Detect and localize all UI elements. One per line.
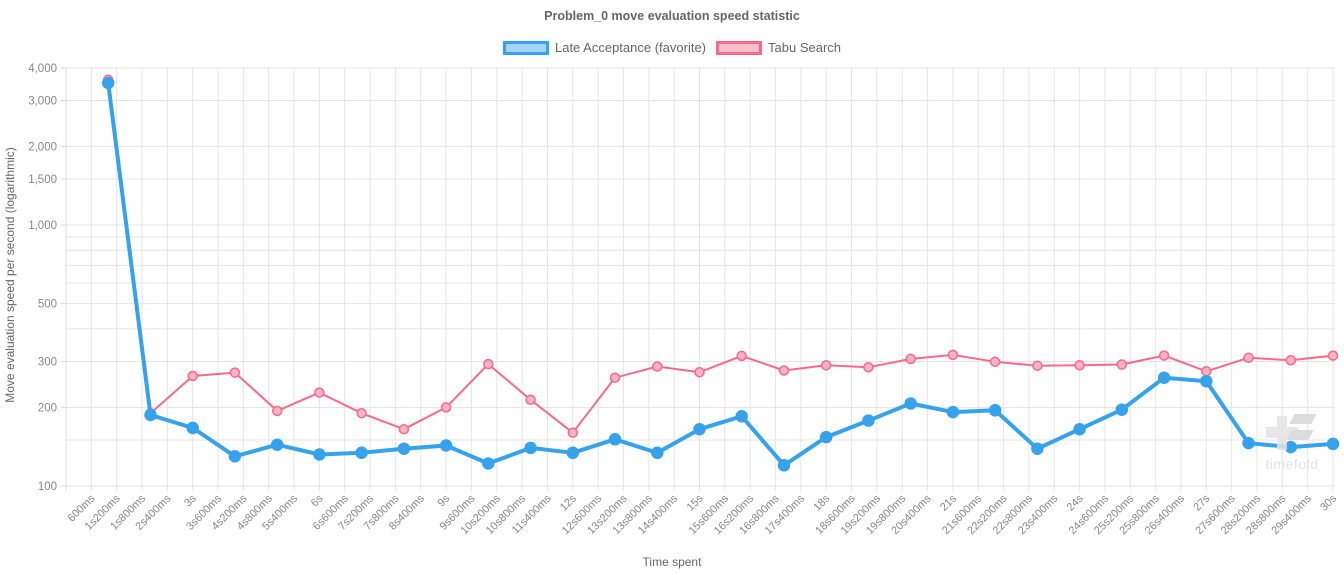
data-point-tabu-search[interactable] [187, 370, 198, 382]
x-tick-label: 9s [436, 492, 453, 509]
y-tick-label: 200 [38, 402, 57, 414]
y-tick-label: 1,000 [28, 220, 57, 232]
x-tick-label: 6s [309, 492, 326, 509]
data-point-tabu-search[interactable] [1074, 360, 1085, 371]
x-axis-title: Time spent [642, 555, 702, 569]
legend-swatch-tabu-search-icon [716, 40, 763, 55]
data-point-tabu-search[interactable] [1158, 350, 1170, 361]
y-tick-label: 500 [38, 299, 57, 311]
data-point-tabu-search[interactable] [609, 372, 621, 383]
data-point-tabu-search[interactable] [1116, 359, 1128, 370]
data-point-tabu-search[interactable] [483, 358, 494, 370]
data-point-late-acceptance-favorite[interactable] [777, 459, 791, 472]
x-tick-label: 21s [938, 492, 959, 513]
data-point-tabu-search[interactable] [271, 405, 283, 417]
data-point-tabu-search[interactable] [652, 361, 663, 372]
data-point-late-acceptance-favorite[interactable] [735, 410, 748, 423]
y-tick-label: 300 [38, 356, 57, 368]
data-point-tabu-search[interactable] [1285, 355, 1297, 366]
data-point-late-acceptance-favorite[interactable] [608, 433, 622, 446]
data-point-tabu-search[interactable] [863, 362, 874, 373]
data-point-tabu-search[interactable] [1032, 360, 1043, 371]
timefold-logo-icon [1266, 412, 1318, 454]
data-point-tabu-search[interactable] [440, 402, 452, 413]
data-point-late-acceptance-favorite[interactable] [988, 404, 1002, 417]
data-point-late-acceptance-favorite[interactable] [439, 439, 453, 452]
data-point-late-acceptance-favorite[interactable] [101, 76, 115, 90]
watermark-text: timefold [1265, 456, 1319, 472]
legend-label-tabu-search: Tabu Search [768, 40, 842, 55]
data-point-late-acceptance-favorite[interactable] [693, 422, 706, 436]
data-point-late-acceptance-favorite[interactable] [566, 446, 580, 460]
series-line-late-acceptance-favorite [106, 81, 1335, 468]
data-point-tabu-search[interactable] [905, 353, 916, 365]
data-point-tabu-search[interactable] [1201, 366, 1212, 377]
x-tick-label: 27s [1191, 492, 1212, 513]
data-point-tabu-search[interactable] [356, 407, 367, 419]
legend: Late Acceptance (favorite) Tabu Search [0, 40, 1344, 55]
data-point-late-acceptance-favorite[interactable] [1157, 371, 1171, 384]
data-point-late-acceptance-favorite[interactable] [482, 457, 495, 470]
data-point-tabu-search[interactable] [1327, 350, 1339, 361]
legend-swatch-late-acceptance-icon [502, 40, 549, 55]
data-point-tabu-search[interactable] [314, 387, 325, 398]
data-point-late-acceptance-favorite[interactable] [1242, 436, 1255, 450]
data-point-late-acceptance-favorite[interactable] [819, 430, 833, 444]
data-point-late-acceptance-favorite[interactable] [144, 408, 157, 422]
data-point-late-acceptance-favorite[interactable] [270, 438, 284, 451]
data-point-tabu-search[interactable] [989, 356, 1001, 368]
data-point-late-acceptance-favorite[interactable] [1200, 374, 1213, 388]
legend-item-tabu-search[interactable]: Tabu Search [716, 40, 841, 55]
data-point-late-acceptance-favorite[interactable] [651, 446, 664, 460]
watermark: timefold [1256, 412, 1328, 472]
data-point-tabu-search[interactable] [778, 365, 790, 376]
x-tick-label: 18s [811, 492, 832, 513]
data-point-late-acceptance-favorite[interactable] [946, 405, 960, 419]
data-point-tabu-search[interactable] [229, 367, 241, 378]
data-point-tabu-search[interactable] [694, 366, 705, 378]
data-point-late-acceptance-favorite[interactable] [313, 448, 326, 461]
data-point-tabu-search[interactable] [820, 360, 832, 371]
data-point-late-acceptance-favorite[interactable] [397, 442, 411, 455]
data-point-late-acceptance-favorite[interactable] [904, 397, 917, 410]
data-point-late-acceptance-favorite[interactable] [862, 414, 875, 427]
series-line-tabu-search [107, 78, 1334, 434]
y-tick-label: 100 [38, 481, 57, 493]
data-point-tabu-search[interactable] [947, 349, 959, 361]
data-point-late-acceptance-favorite[interactable] [1115, 403, 1129, 416]
y-tick-label: 3,000 [28, 95, 57, 107]
data-point-late-acceptance-favorite[interactable] [1326, 437, 1340, 451]
data-point-tabu-search[interactable] [525, 394, 536, 406]
data-point-late-acceptance-favorite[interactable] [355, 446, 368, 460]
y-axis-title: Move evaluation speed per second (logari… [3, 147, 17, 403]
legend-label-late-acceptance: Late Acceptance (favorite) [554, 40, 707, 55]
x-tick-label: 30s [1318, 492, 1339, 513]
y-tick-label: 2,000 [28, 141, 57, 153]
y-tick-label: 1,500 [28, 174, 57, 186]
data-point-late-acceptance-favorite[interactable] [1073, 422, 1086, 436]
chart-title: Problem_0 move evaluation speed statisti… [544, 9, 800, 23]
data-point-tabu-search[interactable] [398, 423, 410, 435]
x-tick-label: 12s [558, 492, 579, 513]
data-point-late-acceptance-favorite[interactable] [524, 441, 537, 455]
x-tick-label: 24s [1065, 492, 1086, 513]
data-point-late-acceptance-favorite[interactable] [186, 421, 199, 435]
data-point-tabu-search[interactable] [1243, 352, 1254, 364]
y-tick-label: 4,000 [28, 63, 57, 75]
legend-item-late-acceptance[interactable]: Late Acceptance (favorite) [502, 40, 707, 55]
data-point-late-acceptance-favorite[interactable] [228, 450, 242, 463]
data-point-tabu-search[interactable] [736, 350, 747, 362]
data-point-late-acceptance-favorite[interactable] [1031, 442, 1044, 455]
x-tick-label: 3s [182, 492, 199, 509]
x-tick-label: 15s [685, 492, 706, 513]
data-point-tabu-search[interactable] [567, 427, 579, 438]
